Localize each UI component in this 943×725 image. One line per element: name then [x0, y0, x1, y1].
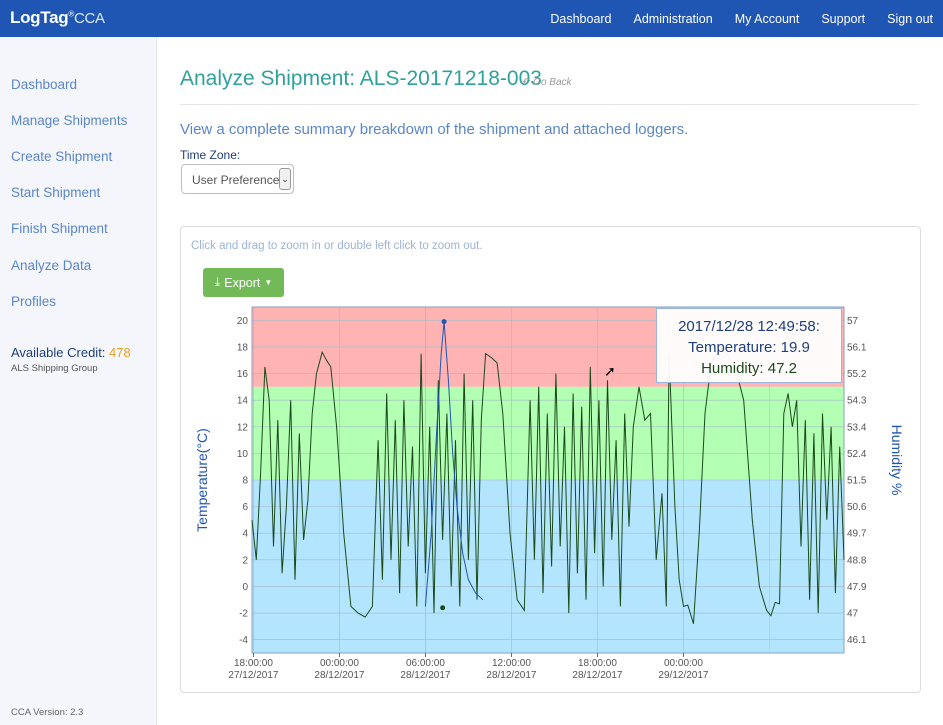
y-tick-label: 14 [237, 396, 249, 407]
export-button[interactable]: ⤓ Export ▼ [203, 268, 284, 297]
timezone-value: User Preference ( [192, 173, 287, 187]
y2-tick-label: 57 [847, 316, 859, 327]
tooltip-humidity: Humidity: 47.2 [701, 360, 797, 377]
brand-name: LogTag [10, 8, 69, 27]
credit-value: 478 [109, 345, 131, 360]
chevron-down-icon: ⌄ [279, 168, 291, 190]
timezone-select[interactable]: User Preference ( ⌄ [181, 164, 294, 194]
humidity-marker [440, 605, 446, 611]
chart-tooltip: 2017/12/28 12:49:58: Temperature: 19.9 H… [656, 308, 842, 383]
x-tick-date: 29/12/2017 [658, 670, 708, 681]
nav-support[interactable]: Support [821, 11, 866, 26]
plot-frame [251, 306, 845, 654]
y2-tick-label: 52.4 [847, 449, 867, 460]
x-tick-time: 12:00:00 [492, 658, 531, 669]
tooltip-temperature: Temperature: 19.9 [688, 339, 810, 356]
y-tick-label: -2 [239, 609, 248, 620]
sidebar-item-dashboard[interactable]: Dashboard [11, 77, 78, 92]
y-tick-label: 12 [237, 422, 249, 433]
export-label: Export [224, 275, 261, 290]
x-tick-date: 28/12/2017 [400, 670, 450, 681]
x-tick-time: 06:00:00 [406, 658, 445, 669]
y-tick-label: 16 [237, 369, 249, 380]
y2-tick-label: 49.7 [847, 529, 867, 540]
y2-tick-label: 53.4 [847, 422, 867, 433]
page-title: Analyze Shipment: ALS-20171218-003 [180, 67, 542, 90]
nav-dashboard[interactable]: Dashboard [550, 11, 612, 26]
sidebar-item-manage-shipments[interactable]: Manage Shipments [11, 113, 128, 128]
sidebar-item-profiles[interactable]: Profiles [11, 294, 57, 309]
app-version: CCA Version: 2.3 [11, 707, 84, 718]
series-line-humidity [251, 348, 845, 624]
y-tick-label: 10 [237, 449, 249, 460]
y-tick-label: 20 [237, 316, 249, 327]
y-tick-label: 18 [237, 342, 249, 353]
sidebar-item-analyze-data[interactable]: Analyze Data [11, 258, 92, 273]
y2-tick-label: 47.9 [847, 582, 867, 593]
sidebar-item-start-shipment[interactable]: Start Shipment [11, 185, 101, 200]
go-back-label: Go Back [533, 77, 572, 88]
series-line-temperature [424, 321, 484, 607]
y2-tick-label: 50.6 [847, 502, 867, 513]
title-divider [180, 104, 919, 105]
available-credit: Available Credit: 478 [11, 345, 131, 360]
x-tick-date: 28/12/2017 [314, 670, 364, 681]
mouse-cursor-icon: ➚ [604, 363, 616, 379]
y2-tick-label: 48.8 [847, 555, 867, 566]
top-navbar: LogTag®CCA Dashboard Administration My A… [0, 0, 943, 37]
y2-tick-label: 56.1 [847, 342, 867, 353]
credit-label: Available Credit: [11, 345, 106, 360]
sidebar: Dashboard Manage Shipments Create Shipme… [0, 37, 157, 725]
y-tick-label: 4 [242, 529, 248, 540]
sidebar-item-create-shipment[interactable]: Create Shipment [11, 149, 113, 164]
brand-reg-mark: ® [68, 9, 74, 19]
tooltip-time: 2017/12/28 12:49:58: [678, 318, 820, 335]
back-arrow-icon: ↶ [522, 77, 531, 88]
y-tick-label: 2 [242, 555, 248, 566]
x-tick-time: 00:00:00 [664, 658, 703, 669]
x-tick-time: 18:00:00 [578, 658, 617, 669]
nav-administration[interactable]: Administration [633, 11, 713, 26]
caret-down-icon: ▼ [264, 278, 273, 287]
x-tick-date: 28/12/2017 [572, 670, 622, 681]
y2-tick-label: 47 [847, 609, 859, 620]
y2-tick-label: 51.5 [847, 476, 867, 487]
y2-tick-label: 54.3 [847, 396, 867, 407]
temperature-marker [441, 319, 447, 325]
x-tick-date: 27/12/2017 [228, 670, 278, 681]
chart-band-2 [252, 480, 844, 653]
y-tick-label: 0 [242, 582, 248, 593]
logtag-logo[interactable]: LogTag®CCA [10, 8, 105, 28]
nav-links: Dashboard Administration My Account Supp… [528, 0, 933, 37]
zoom-hint: Click and drag to zoom in or double left… [191, 240, 483, 252]
go-back-link[interactable]: ↶ Go Back [522, 77, 572, 88]
download-icon: ⤓ [214, 275, 221, 289]
x-tick-time: 00:00:00 [320, 658, 359, 669]
shipping-group: ALS Shipping Group [11, 363, 98, 374]
y-tick-label: -4 [239, 635, 248, 646]
brand-suffix: CCA [73, 10, 105, 27]
x-tick-time: 18:00:00 [234, 658, 273, 669]
timezone-label: Time Zone: [180, 148, 241, 162]
nav-sign-out[interactable]: Sign out [887, 11, 933, 26]
sidebar-item-finish-shipment[interactable]: Finish Shipment [11, 221, 108, 236]
y2-axis-title: Humidity % [889, 425, 905, 496]
y2-tick-label: 46.1 [847, 635, 867, 646]
x-tick-date: 28/12/2017 [486, 670, 536, 681]
y-tick-label: 6 [242, 502, 248, 513]
y-axis-title: Temperature(°C) [194, 428, 210, 532]
logger-chart[interactable]: 20181614121086420-2-45756.155.254.353.45… [180, 300, 920, 690]
y2-tick-label: 55.2 [847, 369, 867, 380]
y-tick-label: 8 [242, 476, 248, 487]
page-subtitle: View a complete summary breakdown of the… [180, 121, 689, 138]
nav-my-account[interactable]: My Account [734, 11, 800, 26]
